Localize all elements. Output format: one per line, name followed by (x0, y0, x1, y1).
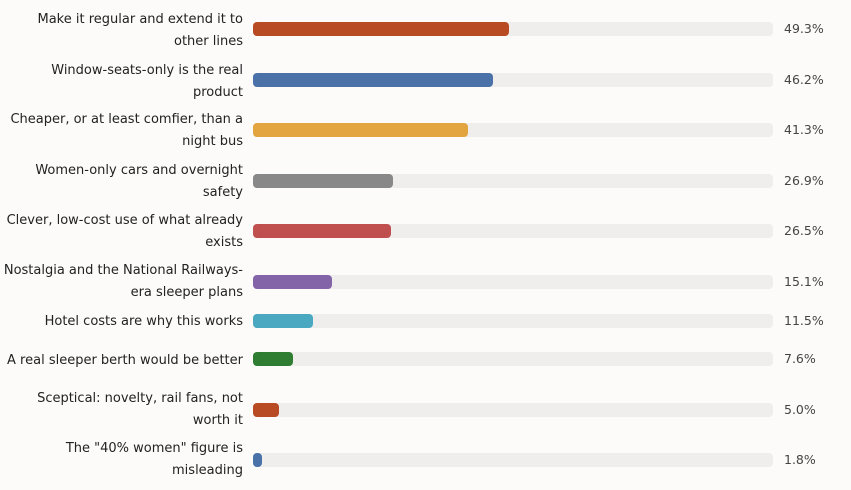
bar (253, 352, 293, 366)
value-label: 49.3% (784, 21, 824, 36)
category-label: The "40% women" figure is misleading (65, 441, 243, 478)
bar-track (253, 73, 773, 87)
bar-track (253, 123, 773, 137)
bar-track (253, 174, 773, 188)
category-label: Sceptical: novelty, rail fans, not worth… (37, 391, 243, 428)
category-label: Hotel costs are why this works (44, 314, 243, 329)
bar-track (253, 224, 773, 238)
bar-track (253, 314, 773, 328)
value-label: 26.9% (784, 173, 824, 188)
category-label: Nostalgia and the National Railways-era … (3, 263, 243, 300)
value-label: 7.6% (784, 351, 816, 366)
category-label: Cheaper, or at least comfier, than a nig… (10, 112, 243, 149)
bar (253, 275, 332, 289)
bar (253, 224, 391, 238)
bar-track (253, 453, 773, 467)
bar-track (253, 275, 773, 289)
bar-track (253, 352, 773, 366)
bar (253, 453, 263, 467)
bar (253, 403, 279, 417)
value-label: 1.8% (784, 452, 816, 467)
bar (253, 314, 313, 328)
bar-track (253, 403, 773, 417)
category-label: A real sleeper berth would be better (7, 353, 243, 368)
bar (253, 123, 468, 137)
value-label: 5.0% (784, 402, 816, 417)
category-label: Women-only cars and overnight safety (35, 163, 243, 200)
bar (253, 22, 510, 36)
bar (253, 73, 494, 87)
value-label: 41.3% (784, 122, 824, 137)
bar-track (253, 22, 773, 36)
value-label: 26.5% (784, 223, 824, 238)
category-label: Make it regular and extend it to other l… (37, 12, 244, 49)
category-label: Clever, low-cost use of what already exi… (6, 213, 243, 250)
bar (253, 174, 393, 188)
category-label: Window-seats-only is the real product (51, 63, 243, 100)
value-label: 15.1% (784, 274, 824, 289)
value-label: 46.2% (784, 72, 824, 87)
value-label: 11.5% (784, 313, 824, 328)
